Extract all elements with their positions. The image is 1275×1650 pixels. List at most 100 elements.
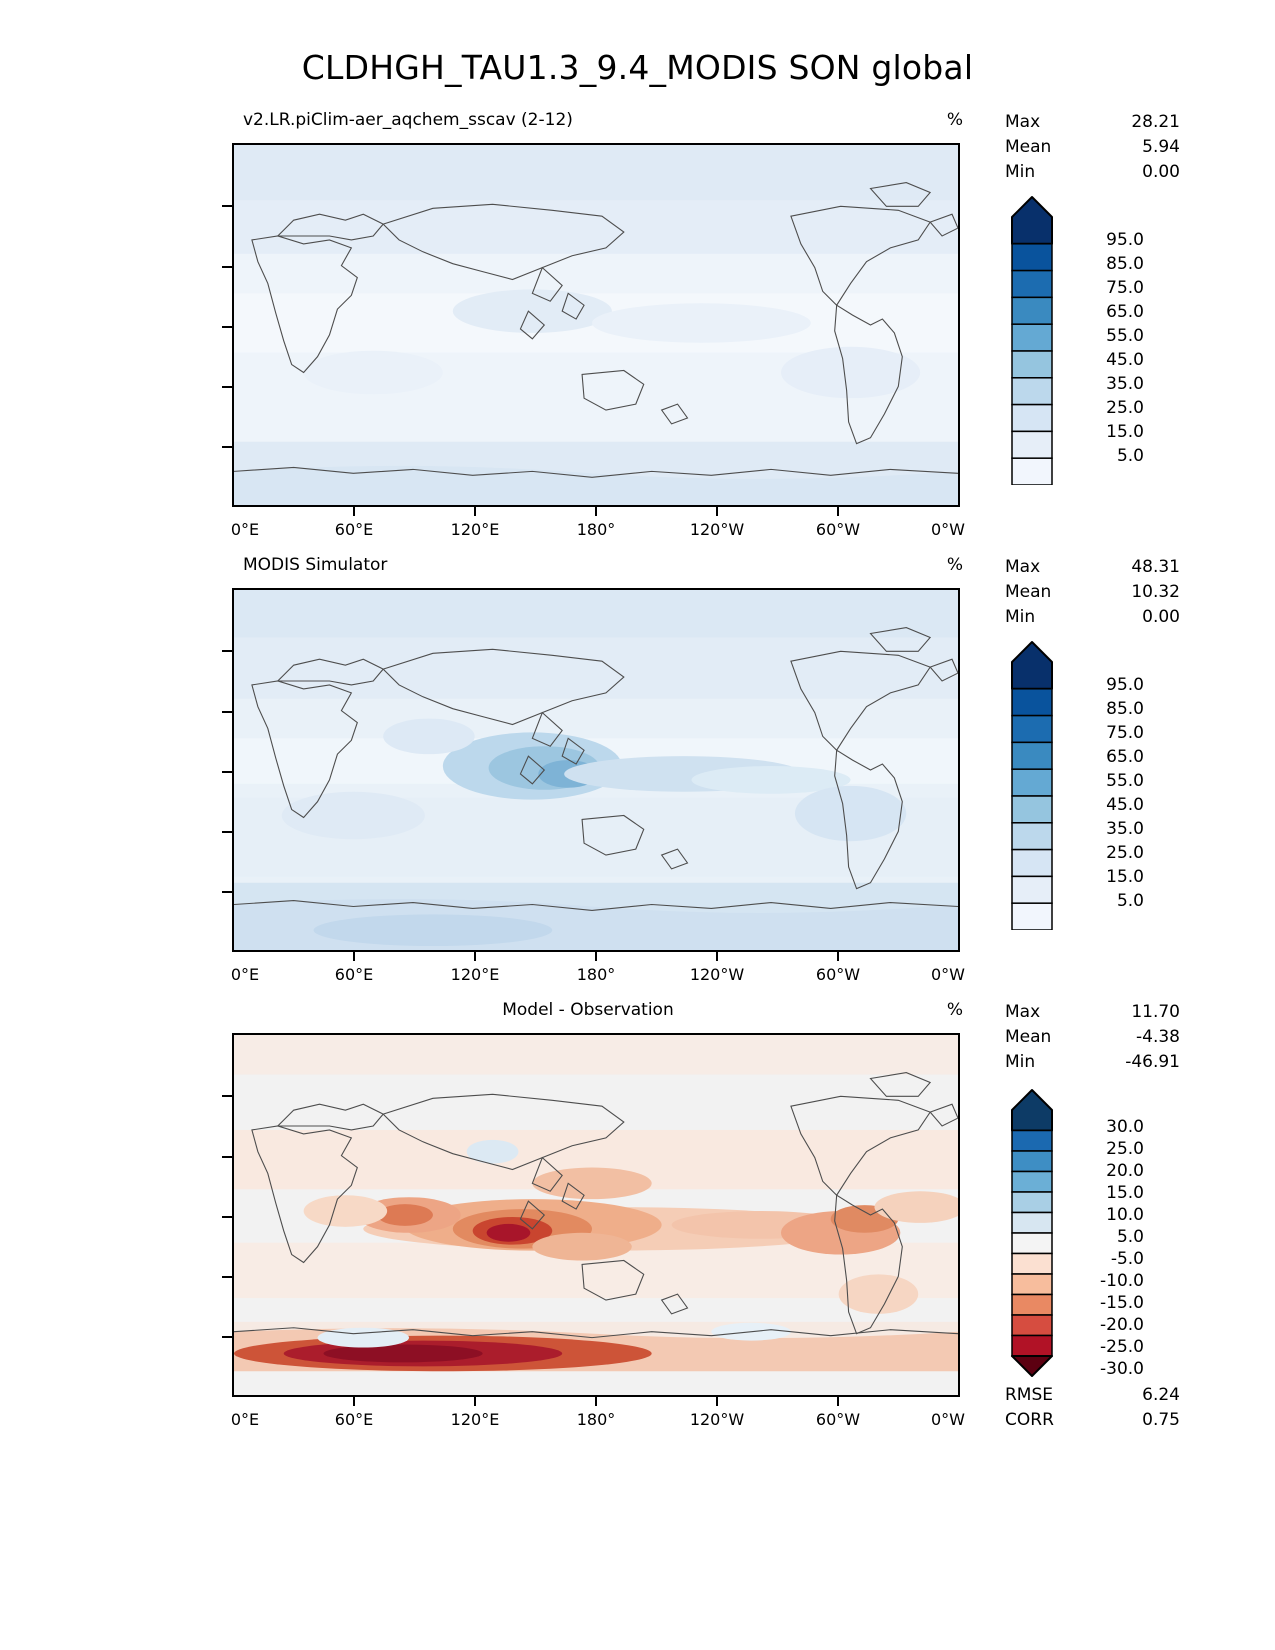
ytick-mark (222, 1156, 232, 1158)
stats-row: Mean 5.94 (1005, 135, 1180, 160)
colorbar-swatches (1011, 641, 1053, 930)
xtick-label: 120°W (689, 965, 745, 984)
panel-header: MODIS Simulator % (243, 555, 963, 581)
stats-row: Mean 10.32 (1005, 580, 1180, 605)
metrics-value: 0.75 (1142, 1410, 1180, 1430)
colorbar-tick: 10.0 (1106, 1205, 1144, 1225)
colorbar-tick: 75.0 (1106, 723, 1144, 743)
colorbar-tick: -30.0 (1100, 1359, 1144, 1379)
xtick-mark (837, 1397, 839, 1406)
stats-key: Mean (1005, 137, 1052, 157)
xtick-label: 60°E (334, 1410, 374, 1429)
stats-value: -46.91 (1125, 1052, 1180, 1072)
stats-row: Min -46.91 (1005, 1050, 1180, 1075)
xtick-label: 120°E (450, 965, 500, 984)
ytick-mark (222, 446, 232, 448)
ytick-mark (222, 266, 232, 268)
panel-header: Model - Observation % (243, 1000, 963, 1026)
stats-row: Max 48.31 (1005, 555, 1180, 580)
xtick-mark (837, 952, 839, 961)
colorbar-tick: 95.0 (1106, 230, 1144, 250)
xtick-mark (353, 1397, 355, 1406)
ytick-mark (222, 650, 232, 652)
colorbar-tick: 75.0 (1106, 278, 1144, 298)
xtick-label: 120°E (450, 1410, 500, 1429)
colorbar-labels: 95.0 85.0 75.0 65.0 55.0 45.0 35.0 25.0 … (1058, 640, 1158, 930)
panel-subtitle: Model - Observation (502, 1000, 674, 1020)
colorbar-tick: 5.0 (1116, 1227, 1144, 1247)
panel-units: % (946, 555, 963, 575)
metrics-key: RMSE (1005, 1385, 1054, 1405)
colorbar-tick: 45.0 (1106, 350, 1144, 370)
colorbar-tick: -10.0 (1100, 1271, 1144, 1291)
panel-units: % (946, 1000, 963, 1020)
colorbar-tick: 95.0 (1106, 675, 1144, 695)
colorbar-tick: 5.0 (1116, 446, 1144, 466)
colorbar-swatches (1011, 1089, 1053, 1377)
colorbar-labels: 30.0 25.0 20.0 15.0 10.0 5.0 -5.0 -10.0 … (1058, 1088, 1158, 1379)
xtick-mark (595, 1397, 597, 1406)
stats-row: Max 11.70 (1005, 1000, 1180, 1025)
panel-subtitle: v2.LR.piClim-aer_aqchem_sscav (2-12) (243, 110, 573, 130)
stats-key: Min (1005, 162, 1036, 182)
metrics-row: RMSE 6.24 (1005, 1383, 1180, 1408)
colorbar-tick: 55.0 (1106, 771, 1144, 791)
stats-key: Min (1005, 607, 1036, 627)
stats-key: Max (1005, 112, 1041, 132)
stats-value: 0.00 (1142, 162, 1180, 182)
xtick-label: 0°W (931, 520, 965, 539)
map-image (234, 145, 958, 505)
stats-key: Max (1005, 1002, 1041, 1022)
panel-subtitle: MODIS Simulator (243, 555, 388, 575)
stats-block: Max 28.21 Mean 5.94 Min 0.00 (1005, 110, 1180, 185)
xtick-label: 60°W (815, 520, 861, 539)
figure-title: CLDHGH_TAU1.3_9.4_MODIS SON global (301, 48, 974, 87)
map-plot-area (232, 143, 960, 507)
xtick-mark (716, 952, 718, 961)
xtick-mark (474, 952, 476, 961)
map-plot-area (232, 1033, 960, 1397)
xtick-label: 60°E (334, 965, 374, 984)
ytick-mark (222, 205, 232, 207)
colorbar-tick: -25.0 (1100, 1337, 1144, 1357)
colorbar-tick: 5.0 (1116, 891, 1144, 911)
panel-units: % (946, 110, 963, 130)
colorbar-tick: 65.0 (1106, 302, 1144, 322)
colorbar-tick: 85.0 (1106, 699, 1144, 719)
metrics-key: CORR (1005, 1410, 1054, 1430)
xtick-label: 0°E (230, 1410, 260, 1429)
colorbar-tick: 15.0 (1106, 1183, 1144, 1203)
metrics-row: CORR 0.75 (1005, 1408, 1180, 1433)
stats-row: Mean -4.38 (1005, 1025, 1180, 1050)
ytick-mark (222, 1276, 232, 1278)
xtick-mark (353, 952, 355, 961)
ytick-mark (222, 1095, 232, 1097)
stats-value: 10.32 (1131, 582, 1180, 602)
colorbar-swatches (1011, 196, 1053, 485)
xtick-label: 180° (576, 520, 616, 539)
xtick-label: 120°W (689, 1410, 745, 1429)
ytick-mark (222, 1216, 232, 1218)
xtick-mark (837, 507, 839, 516)
stats-key: Min (1005, 1052, 1036, 1072)
xtick-label: 0°W (931, 1410, 965, 1429)
ytick-mark (222, 386, 232, 388)
colorbar-tick: -5.0 (1110, 1249, 1144, 1269)
stats-value: -4.38 (1136, 1027, 1180, 1047)
colorbar-tick: 25.0 (1106, 843, 1144, 863)
colorbar-tick: -20.0 (1100, 1315, 1144, 1335)
colorbar-tick: 20.0 (1106, 1161, 1144, 1181)
xtick-mark (595, 507, 597, 516)
stats-value: 11.70 (1131, 1002, 1180, 1022)
map-image (234, 1035, 958, 1395)
stats-row: Max 28.21 (1005, 110, 1180, 135)
xtick-mark (474, 507, 476, 516)
xtick-label: 180° (576, 1410, 616, 1429)
xtick-label: 60°W (815, 965, 861, 984)
stats-value: 5.94 (1142, 137, 1180, 157)
xtick-mark (353, 507, 355, 516)
xtick-label: 0°E (230, 520, 260, 539)
colorbar-tick: 30.0 (1106, 1117, 1144, 1137)
colorbar-tick: 65.0 (1106, 747, 1144, 767)
